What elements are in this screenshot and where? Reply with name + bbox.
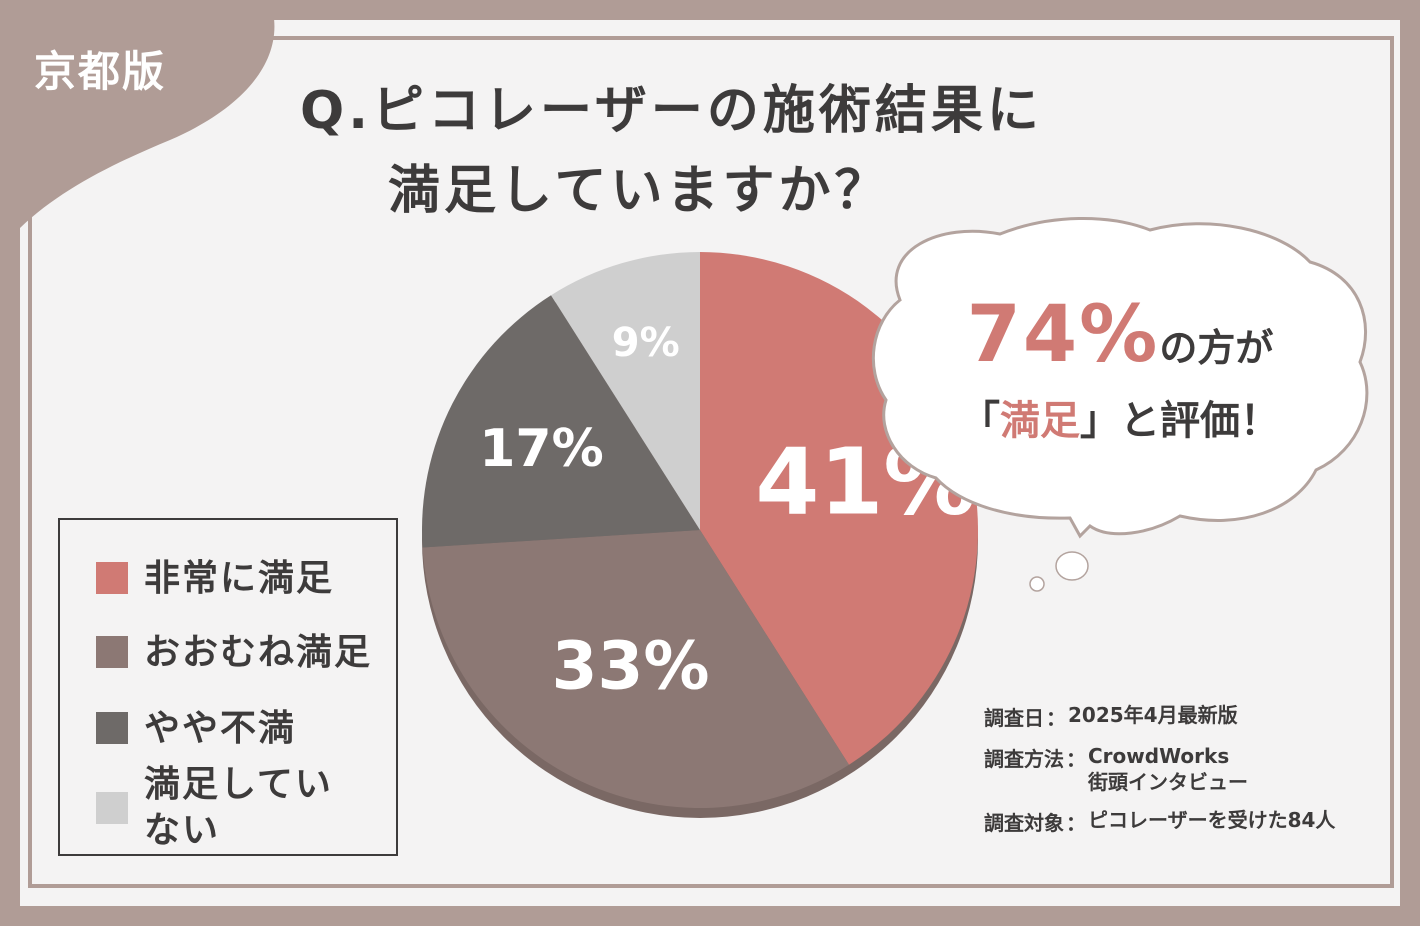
legend-item-very-satisfied: 非常に満足 xyxy=(96,556,384,602)
region-label: 京都版 xyxy=(34,47,167,96)
legend-swatch xyxy=(96,562,128,594)
question-title-line1: Q.ピコレーザーの施術結果に xyxy=(300,81,1043,141)
callout-highlight: 満足 xyxy=(1000,398,1080,444)
survey-info: 調査日 ： 2025年4月最新版 調査方法 ： CrowdWorks 街頭インタ… xyxy=(984,702,1335,848)
pie-slice-2 xyxy=(422,530,849,808)
callout-percent: 74% xyxy=(966,290,1160,380)
legend-label: おおむね満足 xyxy=(144,632,373,673)
survey-info-key: 調査日 xyxy=(984,706,1044,730)
survey-info-row: 調査方法 ： CrowdWorks 街頭インタビュー xyxy=(984,743,1335,795)
pie-slice-label-4: 9% xyxy=(612,320,680,366)
survey-info-row: 調査日 ： 2025年4月最新版 xyxy=(984,702,1335,731)
legend-label: 満足していない xyxy=(144,764,333,851)
survey-info-key: 調査方法 xyxy=(984,747,1064,771)
legend-label: 非常に満足 xyxy=(144,558,335,599)
pie-slice-label-2: 33% xyxy=(552,628,710,705)
inner-frame xyxy=(28,36,1394,888)
survey-info-sep: ： xyxy=(1066,747,1086,771)
callout-text: 74%の方が 「満足」と評価！ xyxy=(890,290,1350,446)
survey-info-sep: ： xyxy=(1066,811,1086,835)
callout-open-bracket: 「 xyxy=(960,398,1000,444)
legend-item-not-satisfied: 満足していない xyxy=(96,762,344,854)
survey-info-value: 2025年4月最新版 xyxy=(1068,703,1238,727)
legend-swatch xyxy=(96,636,128,668)
legend-item-somewhat-dissatisfied: やや不満 xyxy=(96,706,384,752)
pie-slice-4 xyxy=(551,252,700,530)
callout-line2: 「満足」と評価！ xyxy=(890,388,1350,446)
legend-label: やや不満 xyxy=(144,708,297,749)
callout-close-text: 」と評価！ xyxy=(1080,398,1280,444)
callout-line1: 74%の方が xyxy=(890,290,1350,380)
question-title-line2: 満足していますか？ xyxy=(388,161,891,221)
pie-slice-label-3: 17% xyxy=(479,419,603,479)
survey-info-value: ピコレーザーを受けた84人 xyxy=(1088,808,1336,832)
legend-swatch xyxy=(96,792,128,824)
survey-info-value: CrowdWorks 街頭インタビュー xyxy=(1088,744,1248,794)
survey-info-row: 調査対象 ： ピコレーザーを受けた84人 xyxy=(984,807,1335,836)
callout-line1-suffix: の方が xyxy=(1159,326,1274,370)
pie-slice-3 xyxy=(422,295,700,548)
legend-item-mostly-satisfied: おおむね満足 xyxy=(96,630,384,676)
region-tab xyxy=(0,0,275,228)
legend: 非常に満足 おおむね満足 やや不満 満足していない xyxy=(58,518,398,856)
survey-info-sep: ： xyxy=(1046,706,1066,730)
legend-swatch xyxy=(96,712,128,744)
survey-info-key: 調査対象 xyxy=(984,811,1064,835)
